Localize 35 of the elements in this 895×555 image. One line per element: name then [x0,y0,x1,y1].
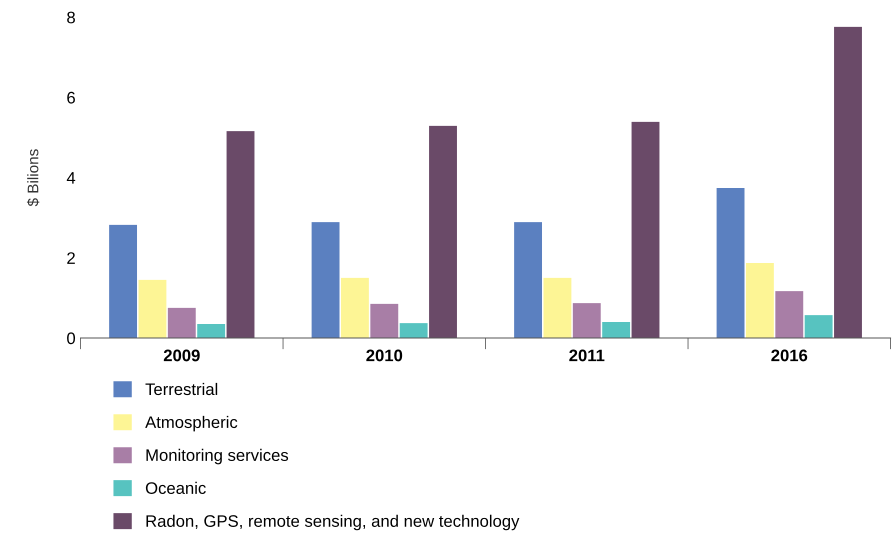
legend-label: Oceanic [146,482,206,494]
bar [429,126,457,338]
bar [138,280,166,338]
y-tick-label: 0 [67,332,76,344]
bar [543,278,572,338]
x-tick-label: 2011 [569,350,604,362]
legend-label: Monitoring services [146,448,288,464]
bar [514,222,542,338]
y-axis-title: $ Bilions [26,149,40,206]
y-tick-label: 6 [67,92,75,104]
bar [340,278,369,338]
x-tick-label: 2016 [771,350,808,362]
bar [804,315,833,338]
bar [746,263,774,338]
bar [109,224,138,338]
x-tick-label: 2009 [164,350,200,362]
legend-label: Terrestrial [145,382,218,396]
bar [370,304,398,338]
bar [775,291,804,338]
bar [716,188,744,338]
bar [632,122,660,338]
y-tick-label: 4 [66,172,76,184]
bar [572,303,601,338]
y-tick-label: 2 [67,252,75,264]
x-tick-label: 2010 [366,350,402,362]
legend-label: Radon, GPS, remote sensing, and new technology [146,514,520,530]
bar [400,323,428,338]
legend-label: Atmospheric [145,416,238,432]
bar [197,324,226,338]
bar [834,26,862,338]
bar [168,308,196,338]
bar [312,222,340,338]
y-tick-label: 8 [67,12,75,24]
bar [226,131,254,338]
bar [602,322,630,338]
